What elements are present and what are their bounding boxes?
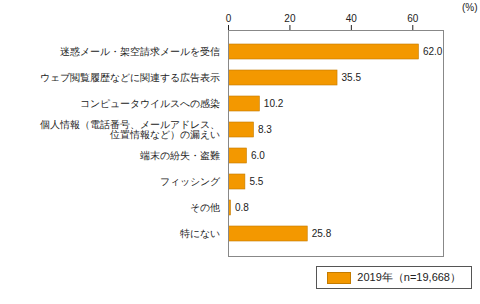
svg-text:62.0: 62.0 [423, 46, 443, 57]
html-text:2019年（n=19,668）: 2019年（n=19,668） [357, 271, 461, 283]
svg-text:迷惑メール・架空請求メールを受信: 迷惑メール・架空請求メールを受信 [60, 46, 220, 57]
svg-text:10.2: 10.2 [264, 98, 284, 109]
svg-text:端末の紛失・盗難: 端末の紛失・盗難 [140, 150, 220, 161]
svg-text:35.5: 35.5 [342, 72, 362, 83]
svg-text:25.8: 25.8 [312, 228, 332, 239]
svg-text:60: 60 [407, 13, 419, 24]
svg-text:コンピュータウイルスへの感染: コンピュータウイルスへの感染 [80, 98, 220, 109]
svg-text:0.8: 0.8 [235, 202, 249, 213]
svg-text:20: 20 [284, 13, 296, 24]
svg-text:個人情報（電話番号、メールアドレス、位置情報など）の漏えい: 個人情報（電話番号、メールアドレス、位置情報など）の漏えい [40, 119, 220, 140]
svg-text:6.0: 6.0 [251, 150, 265, 161]
svg-text:その他: その他 [190, 202, 220, 213]
svg-text:40: 40 [346, 13, 358, 24]
svg-text:5.5: 5.5 [249, 176, 263, 187]
svg-text:フィッシング: フィッシング [160, 176, 221, 187]
svg-text:ウェブ閲覧履歴などに関連する広告表示: ウェブ閲覧履歴などに関連する広告表示 [40, 72, 220, 83]
svg-text:0: 0 [226, 13, 232, 24]
svg-text:(%): (%) [462, 2, 478, 13]
svg-text:8.3: 8.3 [258, 124, 272, 135]
svg-text:特にない: 特にない [180, 228, 220, 239]
